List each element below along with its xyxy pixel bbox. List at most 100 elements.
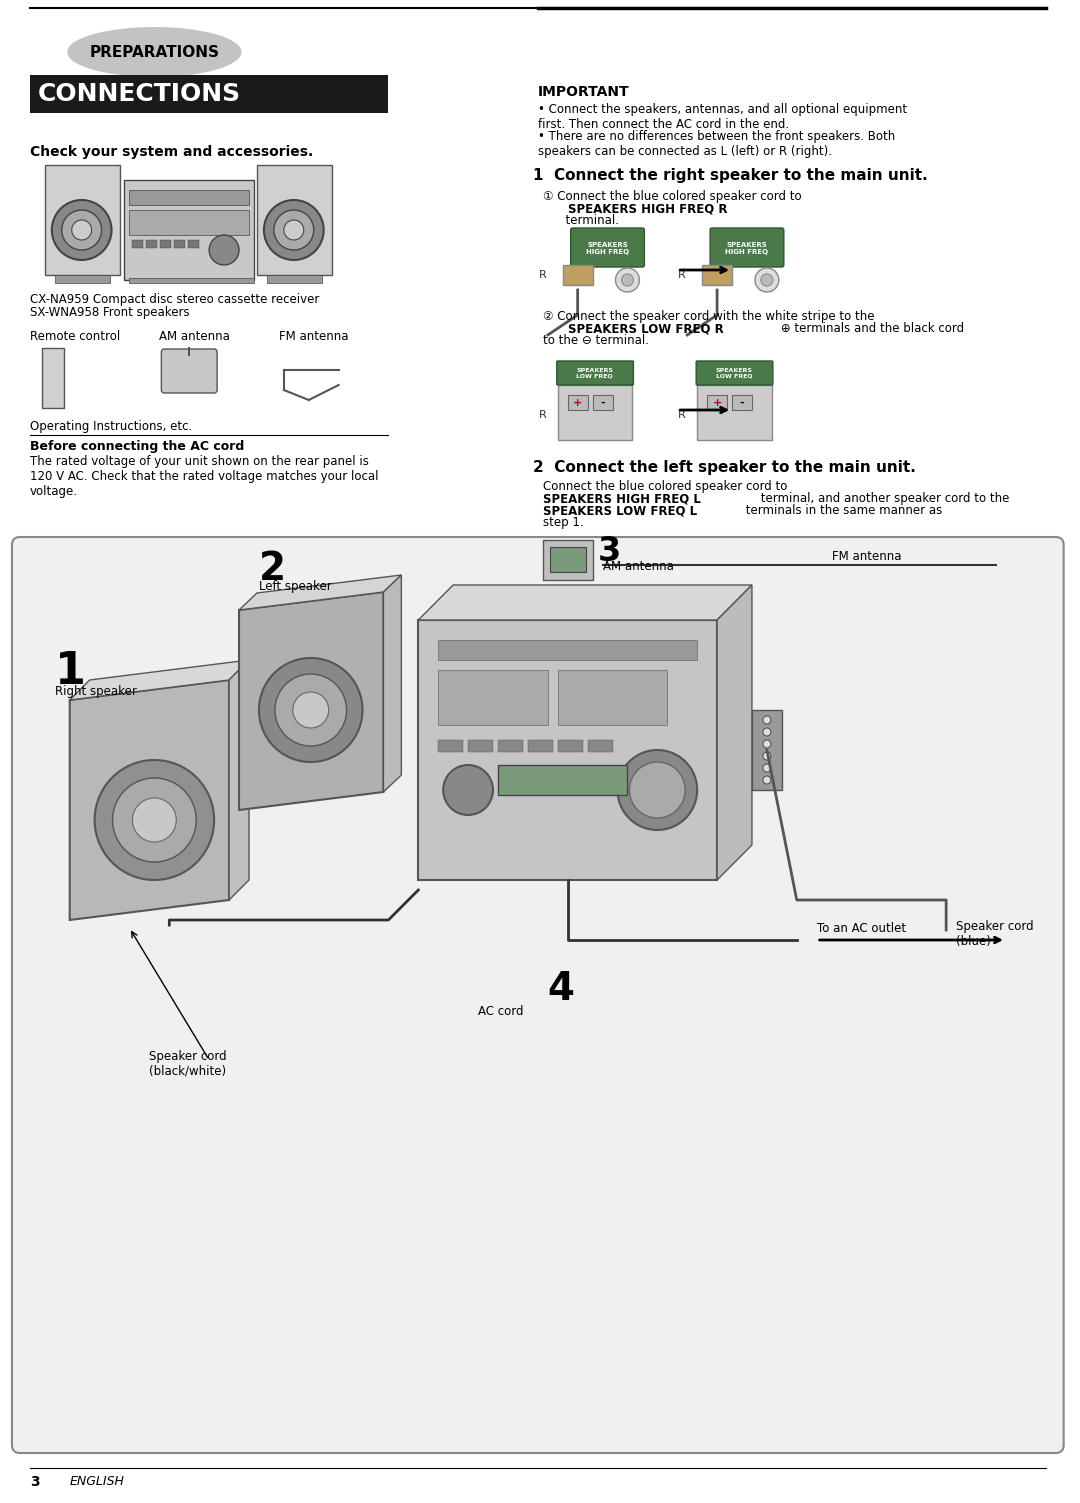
Text: to the ⊖ terminal.: to the ⊖ terminal. <box>543 334 649 347</box>
Text: 4: 4 <box>548 969 575 1009</box>
Polygon shape <box>70 660 249 700</box>
Bar <box>130 210 249 234</box>
Circle shape <box>274 210 313 249</box>
Circle shape <box>761 274 773 286</box>
Bar <box>698 385 772 440</box>
Bar <box>438 739 463 752</box>
Bar <box>147 240 158 248</box>
Text: Check your system and accessories.: Check your system and accessories. <box>30 144 313 159</box>
Text: SPEAKERS
LOW FREQ: SPEAKERS LOW FREQ <box>716 368 753 379</box>
Text: SPEAKERS LOW FREQ L: SPEAKERS LOW FREQ L <box>543 504 697 517</box>
Text: CONNECTIONS: CONNECTIONS <box>38 83 241 107</box>
Polygon shape <box>717 585 752 879</box>
Polygon shape <box>229 660 249 900</box>
Text: ② Connect the speaker cord with the white stripe to the: ② Connect the speaker cord with the whit… <box>543 310 875 323</box>
Bar <box>44 377 60 385</box>
Text: ⊕ terminals and the black cord: ⊕ terminals and the black cord <box>777 322 964 335</box>
Bar <box>543 540 593 580</box>
Bar <box>550 547 585 573</box>
Text: 3: 3 <box>30 1474 40 1489</box>
Text: ① Connect the blue colored speaker cord to: ① Connect the blue colored speaker cord … <box>543 189 806 203</box>
Bar <box>133 240 144 248</box>
Bar <box>418 621 717 879</box>
Text: terminal, and another speaker cord to the: terminal, and another speaker cord to th… <box>757 491 1010 505</box>
Bar <box>557 739 582 752</box>
FancyBboxPatch shape <box>12 537 1064 1453</box>
Circle shape <box>762 727 771 736</box>
Polygon shape <box>239 592 383 810</box>
Bar <box>44 388 60 395</box>
FancyBboxPatch shape <box>711 228 784 268</box>
Text: SPEAKERS LOW FREQ R: SPEAKERS LOW FREQ R <box>568 322 724 335</box>
Polygon shape <box>383 576 402 792</box>
FancyBboxPatch shape <box>570 228 645 268</box>
Text: R: R <box>539 410 546 419</box>
Circle shape <box>275 673 347 745</box>
Text: The rated voltage of your unit shown on the rear panel is
120 V AC. Check that t: The rated voltage of your unit shown on … <box>30 455 378 497</box>
Text: SPEAKERS HIGH FREQ R: SPEAKERS HIGH FREQ R <box>568 201 727 215</box>
Text: AC cord: AC cord <box>478 1006 524 1018</box>
Bar <box>174 240 186 248</box>
Text: PREPARATIONS: PREPARATIONS <box>90 45 219 60</box>
Bar <box>438 670 548 724</box>
Bar <box>732 395 752 410</box>
Bar <box>267 275 322 283</box>
Text: R: R <box>678 410 686 419</box>
Circle shape <box>71 219 92 240</box>
Bar <box>44 165 120 275</box>
Text: +: + <box>573 398 582 407</box>
FancyBboxPatch shape <box>697 361 773 385</box>
Bar <box>498 739 523 752</box>
Bar <box>593 395 612 410</box>
Circle shape <box>284 219 303 240</box>
Text: ENGLISH: ENGLISH <box>70 1474 124 1488</box>
Text: SPEAKERS
HIGH FREQ: SPEAKERS HIGH FREQ <box>586 242 629 254</box>
Bar <box>55 275 109 283</box>
Text: 1: 1 <box>55 649 85 693</box>
Text: step 1.: step 1. <box>543 516 583 529</box>
Bar <box>752 709 782 791</box>
Text: AM antenna: AM antenna <box>603 561 674 573</box>
Bar <box>130 278 254 283</box>
Bar <box>188 240 199 248</box>
Circle shape <box>762 739 771 748</box>
Text: Operating Instructions, etc.: Operating Instructions, etc. <box>30 419 192 433</box>
FancyBboxPatch shape <box>161 349 217 392</box>
FancyBboxPatch shape <box>556 361 634 385</box>
Bar <box>557 670 667 724</box>
Circle shape <box>616 268 639 292</box>
Circle shape <box>133 798 176 842</box>
Bar <box>528 739 553 752</box>
Polygon shape <box>70 679 229 920</box>
Circle shape <box>443 765 492 815</box>
Bar <box>257 165 332 275</box>
Text: 3: 3 <box>597 535 621 568</box>
Circle shape <box>618 750 698 830</box>
Circle shape <box>293 691 328 727</box>
Circle shape <box>210 234 239 265</box>
Text: Remote control: Remote control <box>30 331 120 343</box>
Text: To an AC outlet: To an AC outlet <box>816 921 906 935</box>
Bar <box>707 395 727 410</box>
Text: CX-NA959 Compact disc stereo cassette receiver: CX-NA959 Compact disc stereo cassette re… <box>30 293 320 307</box>
Bar <box>557 385 633 440</box>
Circle shape <box>259 658 363 762</box>
Text: terminal.: terminal. <box>543 213 619 227</box>
Text: 2: 2 <box>259 550 286 588</box>
Circle shape <box>762 715 771 724</box>
Bar <box>498 765 627 795</box>
Circle shape <box>52 200 111 260</box>
Text: FM antenna: FM antenna <box>832 550 901 564</box>
Text: FM antenna: FM antenna <box>279 331 349 343</box>
Circle shape <box>762 776 771 785</box>
Text: SPEAKERS
LOW FREQ: SPEAKERS LOW FREQ <box>576 368 613 379</box>
Bar <box>44 368 60 376</box>
Text: R: R <box>678 271 686 280</box>
Circle shape <box>621 274 634 286</box>
Text: R: R <box>539 271 546 280</box>
Bar <box>468 739 492 752</box>
Circle shape <box>755 268 779 292</box>
Text: SX-WNA958 Front speakers: SX-WNA958 Front speakers <box>30 307 189 319</box>
Ellipse shape <box>67 27 242 77</box>
Text: 1  Connect the right speaker to the main unit.: 1 Connect the right speaker to the main … <box>532 168 928 183</box>
